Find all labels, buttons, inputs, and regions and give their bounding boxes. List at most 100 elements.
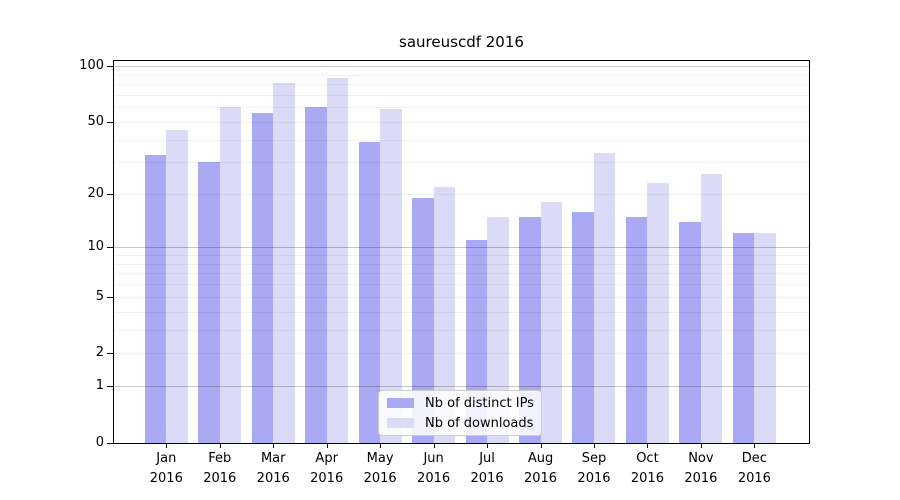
gridline-minor-60 <box>114 107 809 109</box>
x-tick-month: Nov <box>688 451 714 466</box>
x-tick-month: Jun <box>423 451 444 466</box>
gridline-minor-90 <box>114 74 809 76</box>
x-tick-label-1: Feb 2016 <box>180 449 260 489</box>
bar-distinct-ips-8 <box>572 211 594 443</box>
x-tick-mark-8 <box>593 444 595 448</box>
y-tick-label-100: 100 <box>79 58 104 73</box>
x-tick-month: Jul <box>479 451 495 466</box>
x-tick-month: Aug <box>527 451 554 466</box>
x-tick-year: 2016 <box>523 471 558 486</box>
bar-distinct-ips-9 <box>625 216 648 443</box>
x-tick-label-0: Jan 2016 <box>126 449 206 489</box>
x-tick-mark-4 <box>380 444 382 448</box>
y-tick-mark-0 <box>107 443 113 444</box>
bar-downloads-1 <box>219 107 242 443</box>
bar-downloads-4 <box>380 108 402 443</box>
x-tick-mark-7 <box>540 444 542 448</box>
plot-area <box>113 60 810 444</box>
gridline-minor-70 <box>114 94 809 96</box>
x-tick-month: Oct <box>636 451 659 466</box>
x-tick-month: Mar <box>260 451 286 466</box>
x-tick-label-7: Aug 2016 <box>501 449 581 489</box>
bar-downloads-8 <box>593 152 616 443</box>
bar-distinct-ips-11 <box>732 233 755 443</box>
x-tick-year: 2016 <box>470 471 504 486</box>
x-tick-year: 2016 <box>256 471 290 486</box>
bar-distinct-ips-1 <box>198 162 220 443</box>
bar-distinct-ips-4 <box>358 141 381 443</box>
y-tick-mark-1 <box>107 386 113 388</box>
bar-distinct-ips-10 <box>679 221 701 443</box>
legend-label-downloads: Nb of downloads <box>425 415 534 431</box>
x-tick-month: Jan <box>156 451 177 466</box>
gridline-minor-5 <box>114 296 809 298</box>
x-tick-year: 2016 <box>203 471 237 486</box>
y-tick-label-10: 10 <box>87 239 104 255</box>
bar-downloads-2 <box>273 83 295 443</box>
x-tick-label-3: Apr 2016 <box>287 449 367 489</box>
x-tick-month: Apr <box>315 451 338 466</box>
bar-distinct-ips-2 <box>251 112 274 443</box>
gridline-minor-50 <box>114 121 809 123</box>
x-tick-year: 2016 <box>684 471 718 486</box>
gridline-major-10 <box>114 247 809 249</box>
bar-distinct-ips-0 <box>144 154 167 443</box>
x-tick-label-8: Sep 2016 <box>554 449 634 489</box>
gridline-major-100 <box>114 66 809 67</box>
x-tick-month: Feb <box>208 451 232 466</box>
x-tick-label-2: Mar 2016 <box>233 449 313 489</box>
y-tick-mark-2 <box>107 353 113 355</box>
x-tick-year: 2016 <box>363 471 397 486</box>
legend-item-downloads: Nb of downloads <box>387 413 541 433</box>
chart-title: saureuscdf 2016 <box>399 33 524 51</box>
x-tick-label-4: May 2016 <box>340 449 420 489</box>
gridline-minor-3 <box>114 329 809 331</box>
x-tick-label-11: Dec 2016 <box>714 449 794 489</box>
y-tick-label-50: 50 <box>87 113 104 129</box>
x-tick-month: Dec <box>741 451 767 466</box>
gridline-minor-80 <box>114 84 809 86</box>
bar-downloads-6 <box>487 216 509 443</box>
x-tick-month: May <box>366 451 394 466</box>
gridline-minor-30 <box>114 162 809 164</box>
y-tick-label-5: 5 <box>95 288 104 304</box>
grid-layer <box>114 61 809 443</box>
x-tick-mark-5 <box>433 444 435 448</box>
x-tick-year: 2016 <box>577 471 611 486</box>
bar-distinct-ips-7 <box>519 216 541 443</box>
legend-swatch-downloads-icon <box>387 418 414 428</box>
bar-distinct-ips-5 <box>412 198 434 443</box>
gridline-minor-7 <box>114 273 809 275</box>
bar-downloads-11 <box>754 233 776 443</box>
y-tick-label-2: 2 <box>95 345 104 361</box>
gridline-minor-20 <box>114 194 809 196</box>
y-tick-mark-20 <box>107 194 113 196</box>
gridline-minor-8 <box>114 263 809 265</box>
y-tick-mark-50 <box>107 121 113 123</box>
x-tick-mark-9 <box>647 444 649 448</box>
bar-downloads-7 <box>540 202 563 443</box>
gridline-minor-2 <box>114 353 809 355</box>
bar-downloads-10 <box>700 173 723 443</box>
x-tick-mark-11 <box>754 444 756 448</box>
legend: Nb of distinct IPs Nb of downloads <box>378 390 542 436</box>
x-tick-mark-6 <box>487 444 489 448</box>
x-tick-year: 2016 <box>310 471 344 486</box>
y-tick-label-20: 20 <box>87 186 104 202</box>
gridline-minor-4 <box>114 311 809 313</box>
y-tick-mark-100 <box>107 66 113 67</box>
x-tick-mark-3 <box>326 444 328 448</box>
legend-label-distinct-ips: Nb of distinct IPs <box>425 395 534 411</box>
x-tick-label-10: Nov 2016 <box>661 449 741 489</box>
x-tick-mark-0 <box>166 444 168 448</box>
bar-distinct-ips-3 <box>305 107 327 443</box>
x-tick-year: 2016 <box>149 471 183 486</box>
x-tick-label-5: Jun 2016 <box>394 449 474 489</box>
y-tick-label-0: 0 <box>95 435 104 450</box>
legend-item-distinct-ips: Nb of distinct IPs <box>387 393 541 413</box>
gridline-minor-6 <box>114 284 809 286</box>
x-tick-month: Sep <box>581 451 607 466</box>
bar-downloads-0 <box>166 130 188 443</box>
bar-downloads-5 <box>433 186 456 443</box>
